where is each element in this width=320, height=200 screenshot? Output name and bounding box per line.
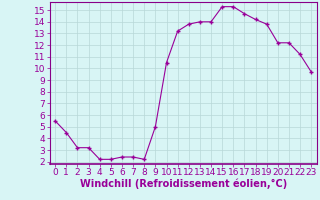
- X-axis label: Windchill (Refroidissement éolien,°C): Windchill (Refroidissement éolien,°C): [80, 179, 287, 189]
